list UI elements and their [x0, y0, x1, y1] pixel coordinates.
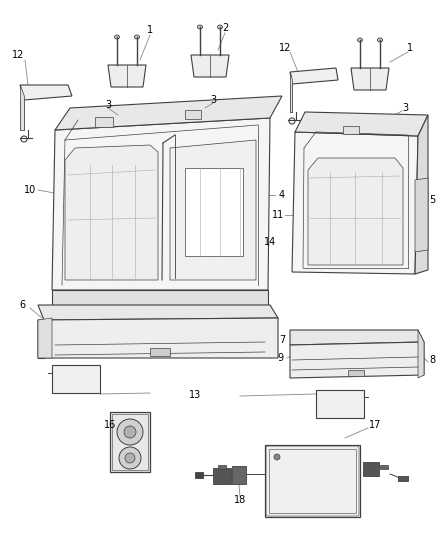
Polygon shape: [38, 318, 278, 358]
Polygon shape: [351, 68, 389, 90]
Text: 4: 4: [279, 190, 285, 200]
Bar: [398, 476, 408, 481]
Bar: [112, 414, 148, 470]
Circle shape: [418, 187, 424, 193]
Text: 5: 5: [429, 195, 435, 205]
Ellipse shape: [114, 35, 120, 39]
Text: 16: 16: [104, 420, 116, 430]
Bar: [232, 466, 246, 484]
Text: 3: 3: [402, 103, 408, 113]
Ellipse shape: [198, 25, 202, 29]
Bar: [52, 365, 100, 393]
Text: 1: 1: [147, 25, 153, 35]
Circle shape: [418, 217, 424, 223]
Bar: [110, 412, 150, 472]
Text: 17: 17: [369, 420, 381, 430]
Polygon shape: [38, 305, 278, 320]
Text: 3: 3: [105, 100, 111, 110]
Bar: [185, 110, 201, 119]
Circle shape: [119, 447, 141, 469]
Polygon shape: [290, 72, 292, 112]
Bar: [363, 462, 379, 476]
Polygon shape: [55, 96, 282, 130]
Text: 2: 2: [222, 23, 228, 33]
Polygon shape: [292, 132, 418, 274]
Polygon shape: [52, 118, 270, 290]
Polygon shape: [52, 290, 268, 305]
Text: 13: 13: [189, 390, 201, 400]
Text: 11: 11: [272, 210, 284, 220]
Circle shape: [125, 453, 135, 463]
Polygon shape: [290, 342, 424, 378]
Polygon shape: [308, 158, 403, 265]
Polygon shape: [191, 55, 229, 77]
Circle shape: [124, 426, 136, 438]
Bar: [316, 390, 364, 418]
Bar: [348, 370, 364, 376]
Text: 18: 18: [234, 495, 246, 505]
Bar: [380, 465, 388, 469]
Bar: [195, 472, 203, 478]
Polygon shape: [38, 320, 44, 358]
Polygon shape: [20, 100, 24, 130]
Polygon shape: [418, 330, 424, 378]
Polygon shape: [290, 68, 338, 84]
Polygon shape: [20, 85, 24, 130]
Text: 10: 10: [24, 185, 36, 195]
Text: 7: 7: [279, 335, 285, 345]
Text: 9: 9: [277, 353, 283, 363]
Polygon shape: [108, 65, 146, 87]
Bar: [218, 465, 226, 469]
Circle shape: [418, 237, 424, 243]
Text: 1: 1: [407, 43, 413, 53]
Polygon shape: [170, 140, 256, 280]
Polygon shape: [415, 115, 428, 274]
Polygon shape: [290, 84, 292, 112]
Text: 6: 6: [19, 300, 25, 310]
Text: 12: 12: [279, 43, 291, 53]
Bar: [343, 126, 359, 134]
Polygon shape: [38, 318, 52, 358]
Polygon shape: [20, 85, 72, 100]
Bar: [95, 117, 113, 127]
Circle shape: [117, 419, 143, 445]
Bar: [185, 168, 243, 256]
Text: 14: 14: [264, 237, 276, 247]
Text: 12: 12: [12, 50, 24, 60]
Polygon shape: [415, 178, 428, 252]
Bar: [150, 348, 170, 356]
Bar: [213, 468, 231, 484]
Ellipse shape: [378, 38, 382, 42]
Text: 8: 8: [429, 355, 435, 365]
Bar: [265, 445, 360, 517]
Polygon shape: [295, 112, 428, 136]
Circle shape: [274, 454, 280, 460]
Polygon shape: [65, 145, 158, 280]
Ellipse shape: [134, 35, 139, 39]
Bar: [269, 449, 356, 513]
Polygon shape: [290, 330, 424, 345]
Text: 3: 3: [210, 95, 216, 105]
Ellipse shape: [357, 38, 363, 42]
Ellipse shape: [218, 25, 223, 29]
